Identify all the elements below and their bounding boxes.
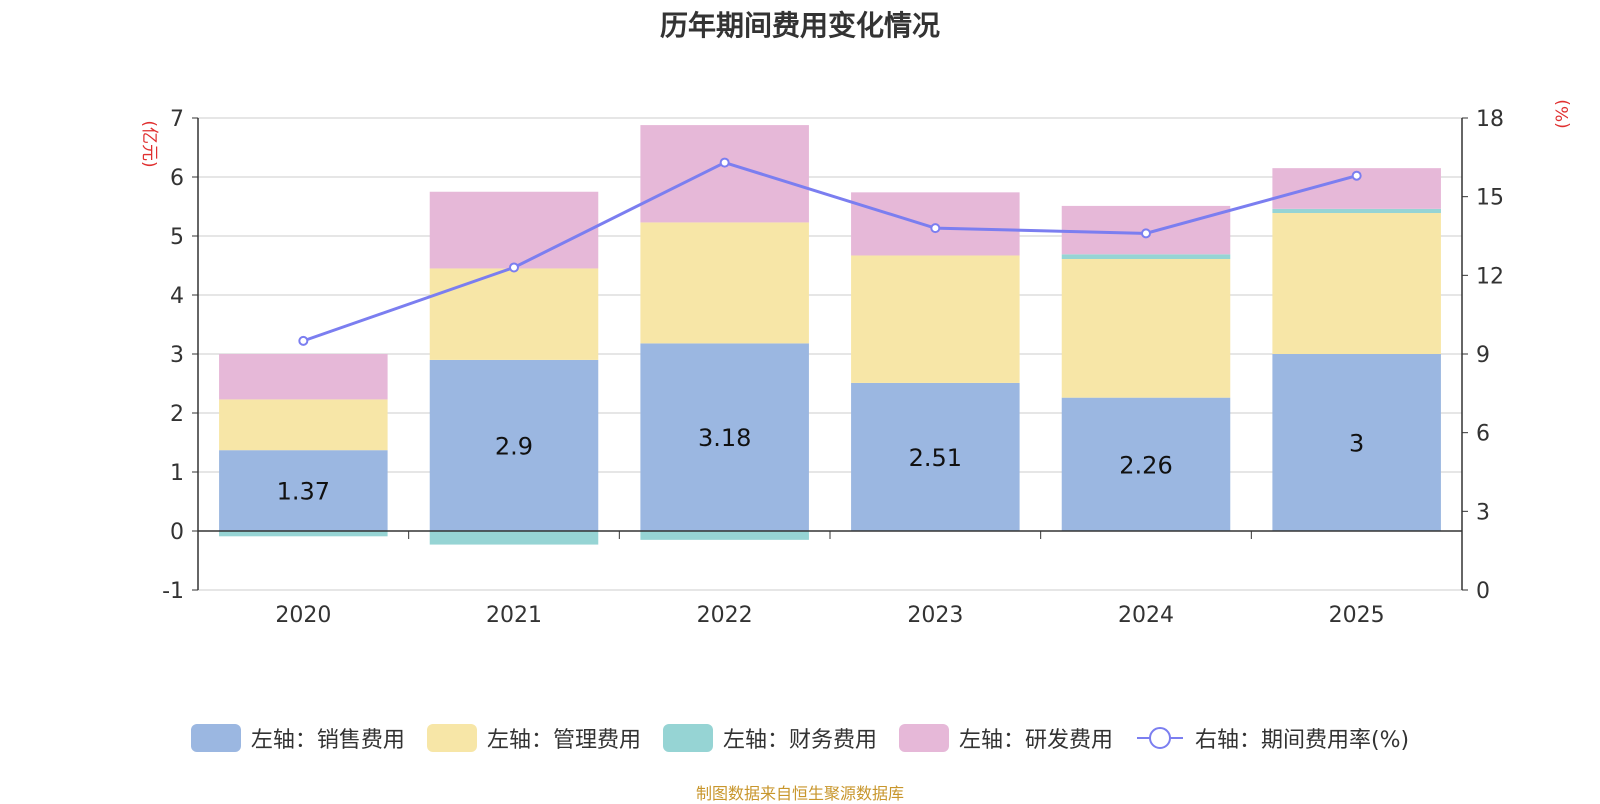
right-axis-title: (%) bbox=[1553, 99, 1573, 128]
left-axis-tick-label: 1 bbox=[170, 461, 184, 486]
legend-item[interactable]: 右轴：期间费用率(%) bbox=[1135, 722, 1409, 754]
legend-swatch bbox=[190, 724, 241, 752]
right-axis-tick-label: 15 bbox=[1476, 186, 1504, 211]
left-axis-tick-label: 0 bbox=[170, 520, 184, 545]
left-axis-tick-label: 4 bbox=[170, 284, 184, 309]
x-axis-category-label: 2022 bbox=[697, 603, 753, 628]
bar-左轴：销售费用 bbox=[640, 343, 809, 531]
left-axis-title: (亿元) bbox=[139, 120, 159, 167]
chart-legend: 左轴：销售费用 左轴：管理费用 左轴：财务费用 左轴：研发费用 右轴：期间费用率(%) bbox=[0, 722, 1600, 754]
bar-左轴：销售费用 bbox=[1272, 354, 1441, 531]
bar-data-label: 1.37 bbox=[277, 478, 330, 506]
bar-data-label: 2.26 bbox=[1119, 451, 1172, 479]
left-axis-tick-label: 7 bbox=[170, 107, 184, 132]
x-axis-category-label: 2020 bbox=[275, 603, 331, 628]
x-axis-category-label: 2021 bbox=[486, 603, 542, 628]
bar-左轴：财务费用 bbox=[219, 531, 388, 537]
right-axis-tick-label: 6 bbox=[1476, 422, 1490, 447]
legend-line-swatch bbox=[1136, 727, 1183, 749]
bar-左轴：销售费用 bbox=[429, 359, 599, 531]
bar-左轴：财务费用 bbox=[1061, 254, 1231, 260]
bar-左轴：管理费用 bbox=[640, 222, 809, 344]
bar-data-label: 3.18 bbox=[698, 424, 751, 452]
legend-label: 左轴：研发费用 bbox=[958, 728, 1113, 753]
line-point bbox=[1141, 228, 1151, 239]
legend-swatch bbox=[426, 724, 477, 752]
right-axis-tick-label: 3 bbox=[1476, 500, 1490, 525]
bar-左轴：管理费用 bbox=[219, 399, 388, 451]
legend-label: 左轴：管理费用 bbox=[486, 728, 641, 753]
bar-data-label: 2.9 bbox=[495, 432, 533, 460]
legend-label: 左轴：销售费用 bbox=[250, 728, 405, 753]
chart-title: 历年期间费用变化情况 bbox=[659, 9, 940, 42]
right-axis-tick-label: 12 bbox=[1476, 264, 1504, 289]
right-axis-tick-label: 9 bbox=[1476, 343, 1490, 368]
bar-左轴：销售费用 bbox=[1061, 397, 1231, 531]
left-axis-tick-label: -1 bbox=[162, 579, 184, 604]
left-axis-tick-label: 2 bbox=[170, 402, 184, 427]
chart-plot: -1012345670369121518(亿元)(%)1.3720202.920… bbox=[139, 99, 1573, 628]
line-series-path bbox=[302, 160, 1358, 343]
line-point bbox=[719, 157, 730, 168]
bar-data-label: 3 bbox=[1349, 430, 1364, 458]
bar-左轴：销售费用 bbox=[851, 382, 1020, 531]
x-axis-category-label: 2024 bbox=[1118, 603, 1174, 628]
bar-左轴：管理费用 bbox=[1061, 259, 1231, 398]
source-footer: 制图数据来自恒生聚源数据库 bbox=[695, 784, 904, 803]
bar-左轴：研发费用 bbox=[640, 125, 809, 223]
bar-左轴：管理费用 bbox=[851, 255, 1020, 383]
x-axis-category-label: 2023 bbox=[907, 603, 963, 628]
legend-label: 右轴：期间费用率(%) bbox=[1194, 728, 1410, 753]
line-point bbox=[930, 223, 941, 234]
x-axis-category-label: 2025 bbox=[1329, 603, 1385, 628]
left-axis-tick-label: 6 bbox=[170, 166, 184, 191]
legend-label: 左轴：财务费用 bbox=[722, 728, 877, 753]
bar-左轴：管理费用 bbox=[1272, 212, 1441, 354]
legend-item[interactable]: 左轴：管理费用 bbox=[426, 722, 641, 754]
right-axis-tick-label: 0 bbox=[1476, 579, 1490, 604]
legend-item[interactable]: 左轴：财务费用 bbox=[662, 722, 877, 754]
left-axis-tick-label: 3 bbox=[170, 343, 184, 368]
line-point bbox=[1351, 170, 1362, 181]
right-axis-tick-label: 18 bbox=[1476, 107, 1504, 132]
bar-左轴：财务费用 bbox=[640, 531, 809, 540]
bar-左轴：销售费用 bbox=[219, 450, 388, 531]
left-axis-tick-label: 5 bbox=[170, 225, 184, 250]
bar-左轴：研发费用 bbox=[429, 191, 599, 269]
bar-左轴：财务费用 bbox=[429, 531, 599, 545]
line-point bbox=[298, 335, 309, 346]
legend-item[interactable]: 左轴：研发费用 bbox=[898, 722, 1113, 754]
legend-swatch bbox=[662, 724, 713, 752]
bar-data-label: 2.51 bbox=[909, 444, 962, 472]
bar-左轴：管理费用 bbox=[429, 268, 599, 360]
bar-左轴：研发费用 bbox=[219, 354, 388, 400]
legend-item[interactable]: 左轴：销售费用 bbox=[190, 722, 405, 754]
legend-swatch bbox=[898, 724, 949, 752]
bar-左轴：财务费用 bbox=[1272, 208, 1441, 213]
line-point bbox=[509, 262, 519, 273]
